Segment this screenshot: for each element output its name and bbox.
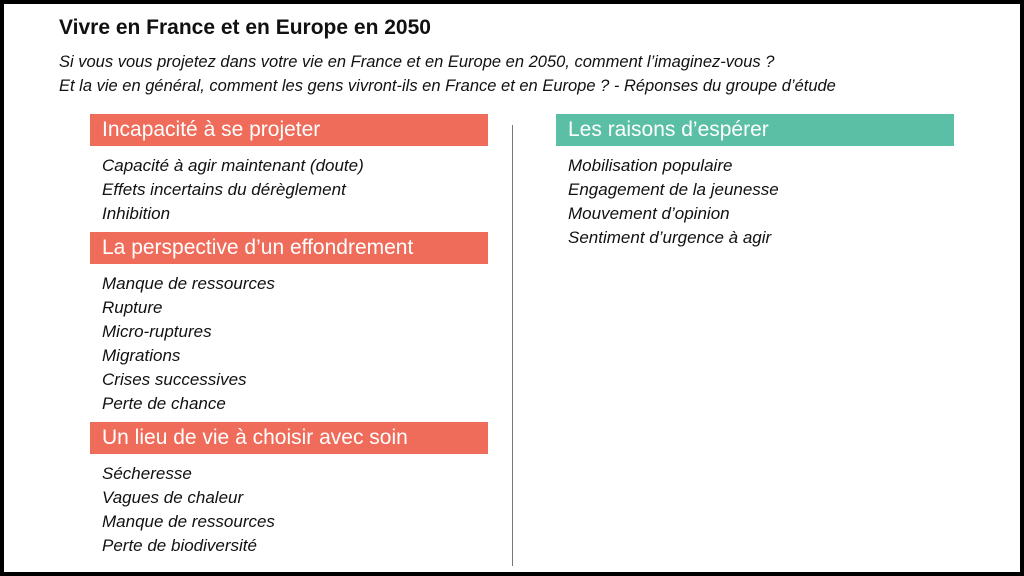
section-raisons-esperer: Les raisons d’espérer Mobilisation popul… <box>556 114 954 250</box>
subtitle-line: Si vous vous projetez dans votre vie en … <box>59 53 775 71</box>
left-column: Incapacité à se projeter Capacité à agir… <box>90 114 488 564</box>
section-incapacite: Incapacité à se projeter Capacité à agir… <box>90 114 488 226</box>
list-item: Migrations <box>102 346 181 365</box>
slide-title: Vivre en France et en Europe en 2050 <box>59 16 431 39</box>
section-effondrement: La perspective d’un effondrement Manque … <box>90 232 488 416</box>
section-heading: Les raisons d’espérer <box>556 114 954 146</box>
section-heading: Incapacité à se projeter <box>90 114 488 146</box>
slide: Vivre en France et en Europe en 2050 Si … <box>4 4 1020 572</box>
list-item: Perte de chance <box>102 394 226 413</box>
section-heading: La perspective d’un effondrement <box>90 232 488 264</box>
list-item: Manque de ressources <box>102 512 275 531</box>
list-item: Engagement de la jeunesse <box>568 180 779 199</box>
list-item: Mouvement d’opinion <box>568 204 730 223</box>
list-item: Sécheresse <box>102 464 192 483</box>
list-item: Inhibition <box>102 204 171 223</box>
right-column: Les raisons d’espérer Mobilisation popul… <box>556 114 954 256</box>
list-item: Capacité à agir maintenant (doute) <box>102 156 364 175</box>
slide-subtitle: Si vous vous projetez dans votre vie en … <box>59 50 836 98</box>
list-item: Crises successives <box>102 370 247 389</box>
section-lieu-de-vie: Un lieu de vie à choisir avec soin Séche… <box>90 422 488 558</box>
list-item: Micro-ruptures <box>102 322 212 341</box>
section-heading: Un lieu de vie à choisir avec soin <box>90 422 488 454</box>
list-item: Mobilisation populaire <box>568 156 733 175</box>
list-item: Sentiment d’urgence à agir <box>568 228 772 247</box>
item-list: Mobilisation populaire Engagement de la … <box>556 154 954 250</box>
list-item: Vagues de chaleur <box>102 488 244 507</box>
item-list: Manque de ressources Rupture Micro-ruptu… <box>90 272 488 416</box>
subtitle-line: Et la vie en général, comment les gens v… <box>59 77 836 95</box>
item-list: Capacité à agir maintenant (doute) Effet… <box>90 154 488 226</box>
list-item: Manque de ressources <box>102 274 275 293</box>
list-item: Perte de biodiversité <box>102 536 257 555</box>
list-item: Effets incertains du dérèglement <box>102 180 346 199</box>
column-divider <box>512 125 513 566</box>
list-item: Rupture <box>102 298 163 317</box>
item-list: Sécheresse Vagues de chaleur Manque de r… <box>90 462 488 558</box>
